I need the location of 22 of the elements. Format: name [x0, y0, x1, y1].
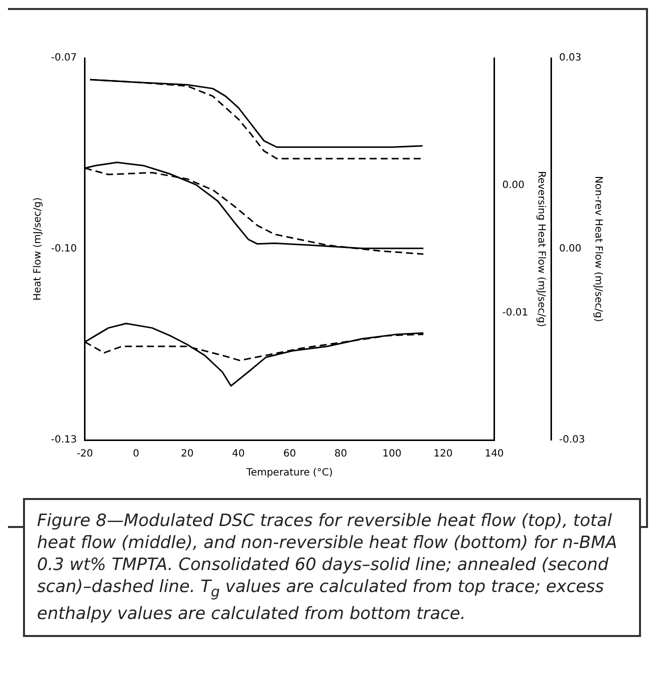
x-tick-label: 100: [382, 448, 402, 460]
y3-tick-label: 0.00: [559, 244, 582, 255]
x-axis-title: Temperature (°C): [245, 468, 333, 479]
caption: Figure 8—Modulated DSC traces for reversible heat flow (top), total heat flow (middle), and non-reversible heat flow (bottom) for n-BMA 0.3 wt% TMPTA. Consolidated 60 days–solid line; annealed (second scan)–dashed line. T$_{g}$ values are calculated from top trace; excess enthalpy values are calculated from bottom trace.: [23, 498, 641, 638]
y3-tick-label: -0.03: [559, 434, 585, 446]
y2-axis-title: Reversing Heat Flow (mJ/sec/g): [536, 170, 547, 328]
x-tick-label: 120: [434, 448, 453, 460]
x-tick-label: 80: [334, 448, 348, 460]
y-axis-title: Heat Flow (mJ/sec/g): [32, 197, 44, 301]
x-tick-label: -20: [76, 448, 94, 460]
y-tick-label: -0.10: [51, 244, 77, 255]
y-tick-label: -0.13: [51, 434, 77, 446]
y3-tick-label: 0.03: [559, 52, 582, 64]
x-tick-label: 40: [232, 448, 245, 460]
x-tick-label: 140: [484, 448, 504, 460]
x-tick-label: 20: [180, 448, 194, 460]
y3-axis-title: Non-rev Heat Flow (mJ/sec/g): [592, 176, 604, 322]
x-tick-label: 60: [283, 448, 296, 460]
x-tick-label: 0: [132, 448, 140, 460]
y2-tick-label: 0.00: [502, 180, 525, 191]
y-tick-label: -0.07: [51, 52, 77, 64]
y2-tick-label: -0.01: [502, 307, 528, 318]
